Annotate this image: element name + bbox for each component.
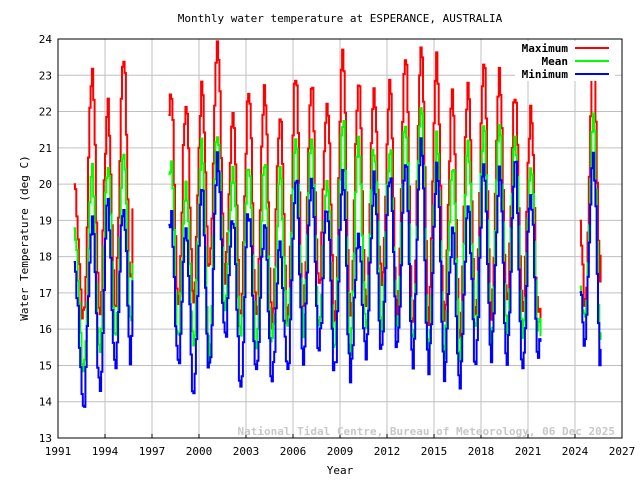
plot-frame [57, 38, 623, 439]
y-tick-label: 24 [39, 33, 53, 46]
series-line-maximum-segment-1 [73, 60, 134, 320]
x-tick-label: 1991 [45, 445, 72, 458]
y-tick-label: 13 [39, 432, 52, 445]
series-line-minimum-segment-2 [168, 137, 542, 395]
x-tick-label: 2000 [186, 445, 213, 458]
x-tick-label: 1997 [139, 445, 166, 458]
y-tick-label: 22 [39, 106, 52, 119]
series-line-minimum-segment-1 [73, 197, 134, 408]
y-axis-label: Water Temperature (deg C) [18, 155, 31, 321]
series-line-minimum-segment-3 [579, 151, 602, 367]
x-tick-label: 1994 [92, 445, 119, 458]
x-tick-label: 2009 [327, 445, 354, 458]
x-tick-label: 2021 [515, 445, 542, 458]
y-tick-label: 17 [39, 287, 52, 300]
y-tick-label: 18 [39, 251, 52, 264]
series-line-maximum-segment-3 [579, 57, 602, 307]
x-axis-label: Year [327, 464, 354, 477]
x-tick-label: 2006 [280, 445, 307, 458]
x-tick-label: 2012 [374, 445, 401, 458]
y-tick-label: 14 [39, 396, 53, 409]
tick-labels: 1991 1994 1997 2000 2003 2006 2009 2012 2015 2018… [39, 33, 636, 458]
source-annotation: National Tidal Centre, Bureau of Meteoro… [238, 425, 616, 438]
chart-title: Monthly water temperature at ESPERANCE, … [178, 12, 503, 25]
x-tick-label: 2024 [562, 445, 589, 458]
y-tick-label: 16 [39, 323, 52, 336]
x-tick-label: 2015 [421, 445, 448, 458]
x-tick-label: 2018 [468, 445, 495, 458]
y-tick-label: 23 [39, 69, 52, 82]
y-tick-label: 20 [39, 178, 52, 191]
legend-label-minimum: Minimum [522, 68, 569, 81]
x-tick-label: 2003 [233, 445, 260, 458]
legend-label-maximum: Maximum [522, 42, 569, 55]
x-tick-label: 2027 [609, 445, 636, 458]
y-tick-label: 21 [39, 142, 52, 155]
legend: Maximum Mean Minimum [515, 41, 615, 81]
legend-label-mean: Mean [542, 55, 569, 68]
series-lines [73, 40, 602, 408]
y-tick-label: 15 [39, 359, 52, 372]
y-tick-label: 19 [39, 214, 52, 227]
